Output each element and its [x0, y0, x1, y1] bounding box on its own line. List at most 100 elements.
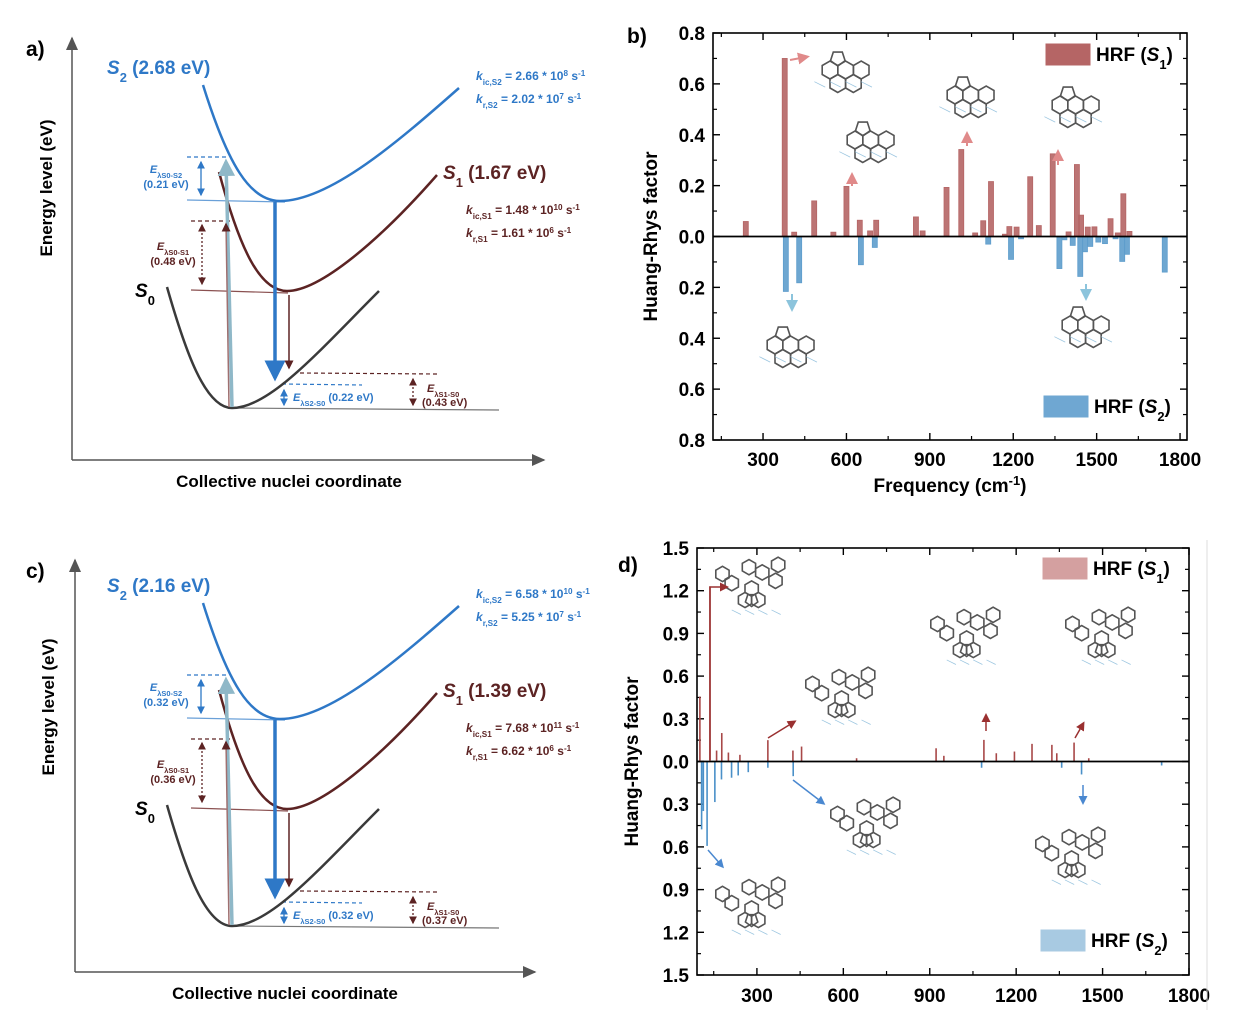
y-tick-label: 1.2 — [663, 923, 689, 944]
bar — [782, 236, 789, 292]
bar — [857, 236, 864, 266]
ring — [1094, 629, 1110, 648]
bar — [1091, 226, 1098, 237]
bar — [1082, 236, 1088, 253]
y-tick-label: 1.5 — [663, 966, 690, 987]
five-membered-ring — [744, 913, 759, 928]
x-tick-label: 1800 — [1159, 450, 1201, 471]
ring — [1064, 849, 1080, 868]
k-r-s2-label: kr,S2 = 5.25 * 107 s-1 — [476, 610, 582, 628]
k-r-s1-label-part: s — [554, 744, 564, 758]
legend-label: HRF (S2) — [1094, 397, 1171, 424]
five-membered-ring — [959, 643, 974, 658]
molecule-structure — [929, 606, 1001, 665]
legend-label-part: 1 — [1156, 571, 1163, 586]
vibration-vector — [771, 609, 781, 615]
y-tick-label: 0.2 — [679, 177, 705, 198]
panel-label: a) — [26, 38, 45, 61]
k-ic-s2-label: kic,S2 = 6.58 * 1010 s-1 — [476, 587, 590, 605]
e-s0-s1-label: EλS0-S1 — [157, 241, 189, 257]
vibration-vector — [873, 849, 883, 855]
s0-s2-excitation-arrow — [217, 158, 236, 408]
e-s0-s1-value: (0.36 eV) — [150, 774, 196, 786]
ring — [714, 885, 730, 903]
ring — [829, 73, 847, 94]
s1-state-label-part: 1 — [456, 693, 463, 708]
bar — [781, 58, 788, 237]
s1-state-label-part: S — [443, 681, 456, 702]
k-ic-s1-label: kic,S1 = 1.48 * 1010 s-1 — [466, 203, 580, 221]
y-tick-label: 0.4 — [679, 126, 706, 147]
bar — [1161, 236, 1168, 273]
mode-pointer-arrow — [789, 52, 810, 65]
legend-label-part: 2 — [1157, 409, 1164, 424]
legend-label-part: S — [1144, 559, 1157, 580]
ring — [954, 98, 972, 119]
ring — [1084, 328, 1102, 349]
ring — [1120, 606, 1136, 624]
bar — [988, 181, 994, 237]
ring — [839, 814, 855, 832]
five-membered-ring — [774, 326, 792, 342]
bar — [1120, 193, 1127, 237]
s1-potential-curve — [217, 171, 438, 293]
s1-state-label-part: (1.67 eV) — [463, 163, 546, 184]
y-axis-title: Energy level (eV) — [39, 638, 58, 775]
ring — [856, 798, 872, 816]
s0-potential-curve — [165, 286, 380, 410]
series-hrf-s2 — [700, 761, 1163, 846]
molecule-structure — [714, 556, 786, 615]
legend-label-part: HRF ( — [1091, 931, 1142, 952]
ring — [744, 899, 760, 918]
vibration-vector — [771, 929, 781, 935]
ring — [1044, 844, 1060, 862]
legend-label: HRF (S1) — [1096, 45, 1173, 72]
k-r-s1-label: kr,S1 = 1.61 * 106 s-1 — [466, 226, 572, 244]
five-membered-ring — [854, 121, 872, 137]
s2-state-label-part: (2.16 eV) — [127, 576, 210, 597]
ring — [854, 143, 872, 164]
k-r-s2-label-part: 7 — [559, 610, 564, 619]
vibration-vector — [939, 106, 951, 113]
y-axis-title: Huang-Rhys factor — [641, 151, 662, 322]
panel-label: b) — [627, 25, 647, 48]
ring — [724, 894, 740, 912]
e-s0-s1-label: EλS0-S1 — [157, 759, 189, 775]
k-ic-s2-label: kic,S2 = 2.66 * 108 s-1 — [476, 69, 586, 87]
ring — [1035, 835, 1050, 853]
y-tick-label: 0.0 — [679, 228, 705, 249]
ring — [859, 819, 875, 838]
x-axis-title-part: -1 — [1009, 473, 1020, 488]
ring — [754, 563, 770, 582]
k-r-s2-label-part: s — [564, 92, 574, 106]
x-tick-label: 1500 — [1076, 450, 1118, 471]
ring — [956, 608, 972, 626]
ring — [1059, 108, 1077, 129]
bar — [1084, 226, 1091, 237]
legend-label: HRF (S2) — [1091, 931, 1168, 958]
vibration-vector — [1100, 336, 1113, 343]
ring — [1118, 622, 1133, 640]
panel-a-energy-diagram: a) Energy level (eV) Collective nuclei c… — [26, 36, 586, 491]
x-axis-title-part: Frequency (cm — [874, 476, 1009, 497]
s1-state-label-part: (1.39 eV) — [463, 681, 546, 702]
k-r-s1-label-part: r,S1 — [473, 235, 488, 244]
bar — [1027, 176, 1034, 237]
legend-item: HRF (S1) — [1045, 43, 1173, 72]
s2-state-label-part: (2.68 eV) — [127, 58, 210, 79]
e-s1-s0-label-part: E — [427, 383, 435, 395]
vibration-vector — [1090, 116, 1103, 123]
s0-s1-excitation-arrow — [221, 740, 231, 926]
bar — [796, 236, 803, 284]
e-s0-s1-value: (0.48 eV) — [150, 256, 196, 268]
legend-swatch — [1045, 43, 1091, 66]
s2-potential-curve — [201, 84, 460, 203]
k-r-s2-label-part: -1 — [574, 92, 582, 101]
legend-label: HRF (S1) — [1093, 559, 1170, 586]
molecule-structure — [1065, 606, 1136, 665]
ring — [724, 574, 740, 592]
bar — [985, 236, 992, 245]
y-axis-title: Energy level (eV) — [37, 119, 56, 256]
molecule-structure — [1054, 306, 1113, 349]
